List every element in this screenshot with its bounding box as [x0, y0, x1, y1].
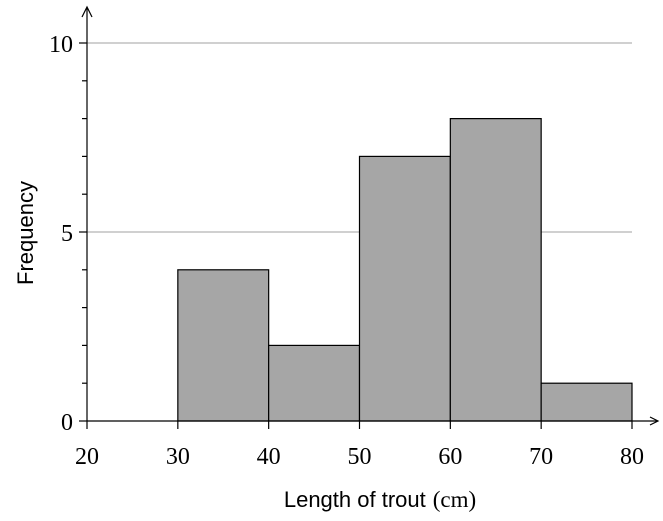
histogram-bar — [177, 269, 270, 422]
histogram-bar — [449, 117, 542, 422]
x-tick-label: 50 — [348, 444, 372, 470]
x-axis-title: Length of trout (cm) — [284, 487, 476, 512]
x-tick-label: 60 — [438, 444, 462, 470]
histogram-bar — [358, 155, 451, 422]
x-tick-label: 30 — [166, 444, 190, 470]
axis-ticks: 0 5 10 20 30 40 50 60 70 80 — [49, 32, 644, 470]
x-axis-arrow-icon — [649, 416, 660, 426]
x-tick-label: 80 — [620, 444, 644, 470]
axes — [81, 5, 660, 426]
histogram-bar — [268, 344, 361, 422]
x-axis-title-text: Length of trout — [284, 487, 426, 512]
y-tick-label: 5 — [61, 221, 73, 247]
x-tick-label: 70 — [529, 444, 553, 470]
y-axis-title: Frequency — [13, 181, 38, 285]
y-axis-arrow-icon — [81, 5, 93, 18]
x-tick-label: 20 — [75, 444, 99, 470]
y-tick-label: 10 — [49, 32, 73, 58]
y-tick-label: 0 — [61, 410, 73, 436]
histogram-bars — [177, 117, 633, 422]
histogram-bar — [540, 382, 633, 422]
x-axis-title-unit: (cm) — [433, 487, 476, 512]
x-tick-label: 40 — [257, 444, 281, 470]
